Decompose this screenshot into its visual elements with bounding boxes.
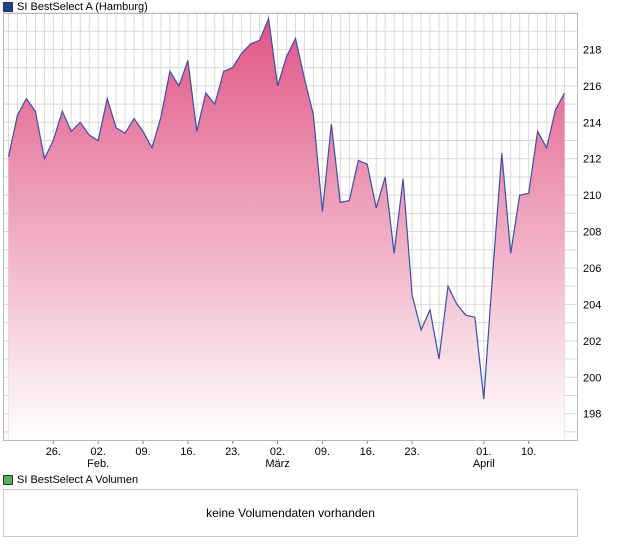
x-tick-label: 01. [476,446,491,458]
volume-legend-label: SI BestSelect A Volumen [17,474,139,486]
x-tick-label: 16. [360,446,375,458]
price-line [7,16,566,400]
y-tick-label: 204 [583,299,601,311]
price-legend-label: SI BestSelect A (Hamburg) [17,1,148,13]
x-tick-label: 23. [225,446,240,458]
volume-legend: SI BestSelect A Volumen [3,473,138,487]
x-tick-label: 09. [315,446,330,458]
y-tick-label: 210 [583,190,601,202]
y-tick-label: 206 [583,263,601,275]
x-tick-label: 10. [521,446,536,458]
volume-chart-panel: keine Volumendaten vorhanden [3,489,578,537]
y-tick-label: 218 [583,44,601,56]
x-tick-label: 26. [46,446,61,458]
x-month-label: April [473,458,495,470]
y-tick-label: 202 [583,336,601,348]
y-tick-label: 216 [583,81,601,93]
volume-empty-message: keine Volumendaten vorhanden [206,506,375,520]
x-month-label: März [265,458,289,470]
x-tick-label: 02. [270,446,285,458]
x-tick-label: 23. [404,446,419,458]
plot-frame [3,13,578,441]
y-tick-label: 214 [583,117,601,129]
volume-legend-swatch [3,475,13,485]
x-tick-label: 02. [91,446,106,458]
price-legend-swatch [3,2,13,12]
y-tick-label: 208 [583,227,601,239]
price-legend: SI BestSelect A (Hamburg) [3,0,148,14]
x-tick-label: 16. [180,446,195,458]
x-month-label: Feb. [87,458,109,470]
price-area [8,18,565,441]
x-tick-label: 09. [135,446,150,458]
y-tick-label: 200 [583,372,601,384]
y-tick-label: 198 [583,409,601,421]
y-tick-label: 212 [583,154,601,166]
